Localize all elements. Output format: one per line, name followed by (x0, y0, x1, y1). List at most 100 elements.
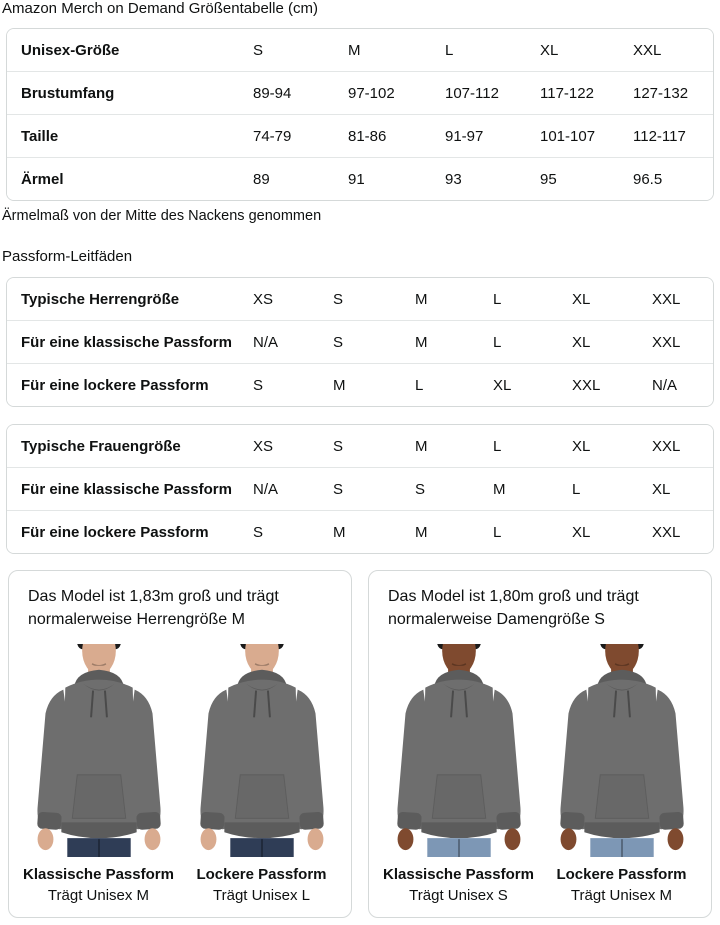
table-cell: XL (652, 480, 671, 498)
model-photo-female-classic: Klassische Passform Trägt Unisex S (377, 644, 540, 904)
row-label: Für eine klassische Passform (21, 333, 232, 351)
table-cell: S (253, 376, 264, 394)
row-label: Brustumfang (21, 84, 115, 102)
table-cell: XXL (652, 523, 681, 541)
hoodie-model-illustration (35, 644, 162, 857)
row-label: Für eine lockere Passform (21, 523, 209, 541)
row-label: Für eine lockere Passform (21, 376, 209, 394)
fit-guides-heading: Passform-Leitfäden (2, 248, 133, 265)
table-cell: N/A (253, 480, 279, 498)
row-label: Unisex-Größe (21, 41, 120, 59)
table-cell: 81-86 (348, 127, 387, 145)
worn-size-label: Trägt Unisex M (47, 887, 150, 904)
table-cell: M (493, 480, 506, 498)
sleeve-measure-note: Ärmelmaß von der Mitte des Nackens genom… (2, 208, 322, 224)
table-row: Unisex-Größe S M L XL XXL (7, 29, 713, 71)
table-cell: 96.5 (633, 170, 663, 188)
hoodie-model-illustration (558, 644, 685, 857)
table-row: Für eine klassische Passform N/A S M L X… (7, 320, 713, 363)
model-photo-female-loose: Lockere Passform Trägt Unisex M (540, 644, 703, 904)
table-cell: XXL (652, 333, 681, 351)
table-row: Taille 74-79 81-86 91-97 101-107 112-117 (7, 114, 713, 157)
model-description: Das Model ist 1,83m groß und trägt norma… (28, 588, 279, 628)
table-cell: XXL (572, 376, 601, 394)
hoodie-model-illustration (198, 644, 325, 857)
table-cell: M (333, 523, 346, 541)
row-label: Typische Frauengröße (21, 437, 181, 455)
table-cell: 74-79 (253, 127, 292, 145)
table-row: Für eine lockere Passform S M L XL XXL N… (7, 363, 713, 406)
fit-label: Klassische Passform (23, 866, 174, 883)
row-label: Für eine klassische Passform (21, 480, 232, 498)
table-cell: XL (572, 437, 591, 455)
table-cell: L (493, 523, 502, 541)
table-cell: 117-122 (540, 84, 594, 102)
table-cell: M (415, 290, 428, 308)
table-cell: XS (253, 290, 274, 308)
table-cell: XL (572, 523, 591, 541)
table-cell: L (493, 333, 502, 351)
table-row: Für eine klassische Passform N/A S S M L… (7, 467, 713, 510)
table-row: Ärmel 89 91 93 95 96.5 (7, 157, 713, 200)
table-cell: N/A (652, 376, 678, 394)
table-cell: S (333, 480, 344, 498)
table-cell: 89 (253, 170, 270, 188)
mens-model-panel: Das Model ist 1,83m groß und trägt norma… (8, 570, 352, 918)
table-cell: S (333, 437, 344, 455)
column-header: L (445, 41, 454, 59)
unisex-size-table: Unisex-Größe S M L XL XXL Brustumfang 89… (6, 28, 714, 201)
page-title: Amazon Merch on Demand Größentabelle (cm… (2, 0, 318, 17)
table-cell: 89-94 (253, 84, 292, 102)
table-cell: 127-132 (633, 84, 689, 102)
worn-size-label: Trägt Unisex S (409, 887, 508, 904)
hoodie-model-illustration (395, 644, 522, 857)
table-row: Typische Frauengröße XS S M L XL XXL (7, 425, 713, 467)
table-cell: S (333, 290, 344, 308)
table-cell: M (415, 437, 428, 455)
column-header: M (348, 41, 361, 59)
table-cell: L (493, 437, 502, 455)
table-cell: 97-102 (348, 84, 395, 102)
table-cell: 93 (445, 170, 462, 188)
table-row: Brustumfang 89-94 97-102 107-112 117-122… (7, 71, 713, 114)
fit-label: Lockere Passform (556, 866, 687, 883)
womens-model-panel: Das Model ist 1,80m groß und trägt norma… (368, 570, 712, 918)
table-cell: M (415, 333, 428, 351)
table-cell: XXL (652, 290, 681, 308)
table-cell: S (253, 523, 264, 541)
table-cell: L (572, 480, 581, 498)
table-cell: XL (572, 333, 591, 351)
table-cell: XS (253, 437, 274, 455)
table-cell: M (415, 523, 428, 541)
fit-label: Klassische Passform (383, 866, 534, 883)
table-cell: S (415, 480, 426, 498)
table-cell: 95 (540, 170, 557, 188)
table-cell: 107-112 (445, 84, 499, 102)
column-header: XL (540, 41, 559, 59)
table-cell: XL (493, 376, 512, 394)
row-label: Taille (21, 127, 59, 145)
womens-fit-table: Typische Frauengröße XS S M L XL XXL Für… (6, 424, 714, 554)
table-row: Typische Herrengröße XS S M L XL XXL (7, 278, 713, 320)
table-cell: XL (572, 290, 591, 308)
table-cell: N/A (253, 333, 279, 351)
table-cell: 91 (348, 170, 365, 188)
row-label: Typische Herrengröße (21, 290, 180, 308)
model-description: Das Model ist 1,80m groß und trägt norma… (388, 588, 639, 628)
column-header: XXL (633, 41, 662, 59)
table-cell: S (333, 333, 344, 351)
fit-label: Lockere Passform (196, 866, 327, 883)
row-label: Ärmel (21, 170, 64, 188)
table-cell: L (415, 376, 424, 394)
table-cell: XXL (652, 437, 681, 455)
table-cell: 112-117 (633, 127, 686, 145)
table-cell: 101-107 (540, 127, 596, 145)
mens-fit-table: Typische Herrengröße XS S M L XL XXL Für… (6, 277, 714, 407)
worn-size-label: Trägt Unisex L (213, 887, 310, 904)
model-photo-male-classic: Klassische Passform Trägt Unisex M (17, 644, 180, 904)
column-header: S (253, 41, 264, 59)
table-cell: M (333, 376, 346, 394)
worn-size-label: Trägt Unisex M (570, 887, 673, 904)
table-cell: L (493, 290, 502, 308)
model-photo-male-loose: Lockere Passform Trägt Unisex L (180, 644, 343, 904)
